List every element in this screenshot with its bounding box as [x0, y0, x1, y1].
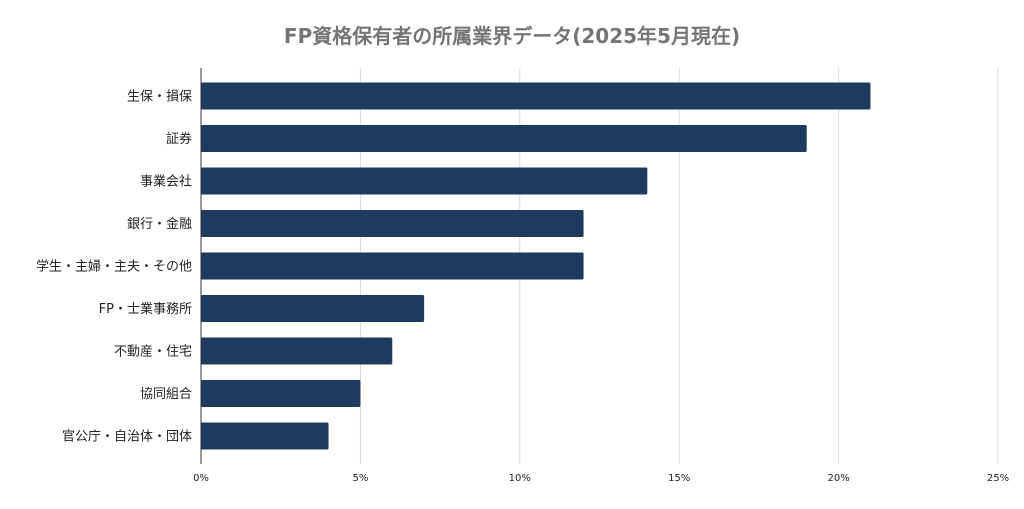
- category-label: 官公庁・自治体・団体: [62, 429, 192, 445]
- category-label: 不動産・住宅: [114, 344, 192, 360]
- category-label: FP・士業事務所: [99, 301, 192, 317]
- x-tick-label: 25%: [987, 473, 1009, 484]
- bar: [201, 167, 648, 195]
- category-label: 学生・主婦・主夫・その他: [36, 259, 192, 275]
- bar: [201, 210, 584, 237]
- category-label: 事業会社: [140, 174, 192, 190]
- x-tick-label: 0%: [193, 473, 209, 484]
- category-label: 協同組合: [140, 387, 192, 402]
- category-label: 銀行・金融: [127, 216, 192, 232]
- bar: [201, 337, 393, 365]
- bars: [201, 82, 871, 450]
- bar: [201, 252, 584, 280]
- category-label: 生保・損保: [127, 90, 192, 105]
- x-tick-label: 10%: [509, 473, 531, 484]
- bar: [201, 422, 329, 450]
- bar: [201, 295, 425, 322]
- bar: [201, 82, 871, 110]
- category-label: 証券: [166, 131, 192, 147]
- x-tick-label: 20%: [827, 473, 849, 484]
- chart-title: FP資格保有者の所属業界データ(2025年5月現在): [283, 24, 741, 48]
- bar: [201, 125, 807, 152]
- x-axis-ticks: 0% 5% 10% 15% 20% 25%: [193, 473, 1009, 484]
- x-tick-label: 5%: [352, 473, 368, 484]
- x-tick-label: 15%: [668, 473, 690, 484]
- bar: [201, 380, 361, 407]
